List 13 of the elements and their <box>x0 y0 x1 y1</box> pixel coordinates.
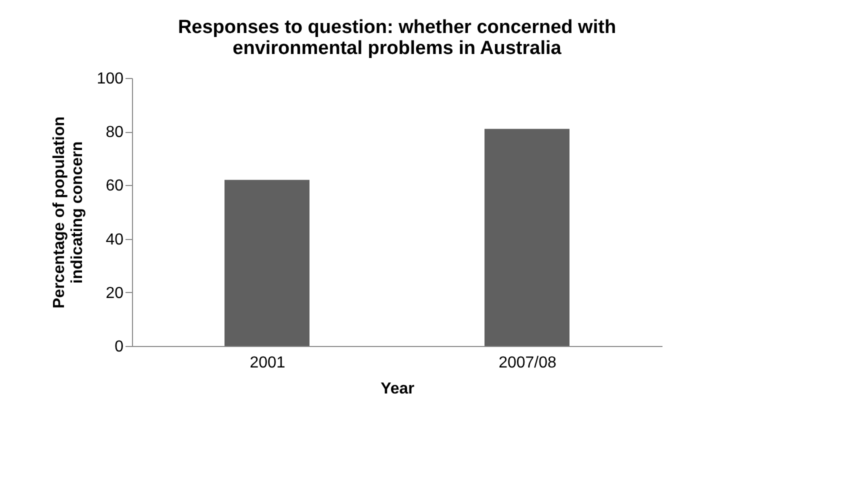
text: environmental problems in Australia <box>232 38 562 59</box>
text: Percentage of population <box>50 116 68 309</box>
y-tick-label: 0 <box>114 338 124 356</box>
y-tick-label: 80 <box>106 124 124 142</box>
x-axis-title: Year <box>380 380 414 398</box>
y-tick-label: 60 <box>106 178 124 195</box>
y-tick-label: 40 <box>106 231 124 248</box>
x-tick-label: 2001 <box>250 354 286 372</box>
text: Responses to question: whether concerned with <box>178 17 616 38</box>
y-tick-label: 20 <box>106 284 124 302</box>
text: indicating concern <box>68 141 86 284</box>
x-tick-label: 2007/08 <box>498 354 557 372</box>
y-tick-label: 100 <box>96 70 124 88</box>
